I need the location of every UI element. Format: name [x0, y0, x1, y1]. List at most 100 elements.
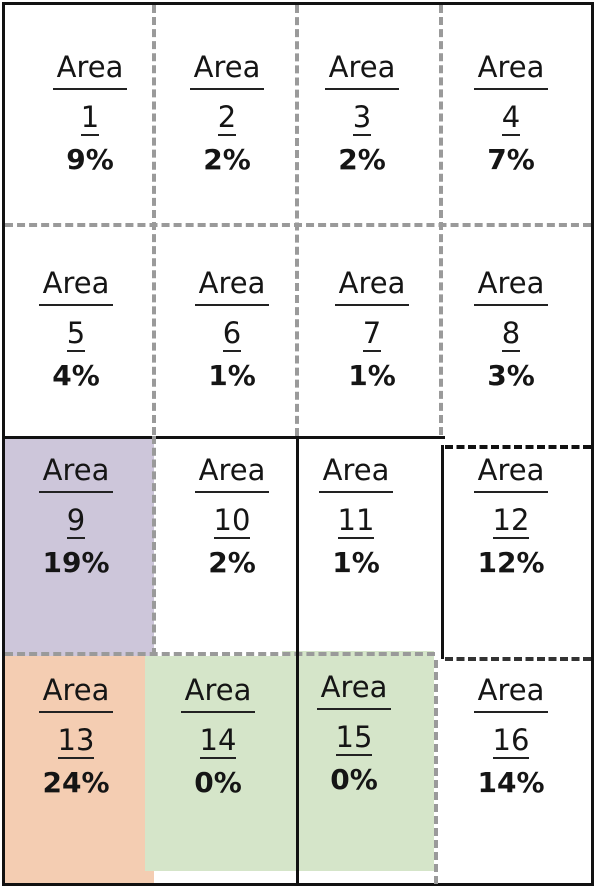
area-percent: 2% — [208, 546, 256, 579]
area-label: Area — [338, 266, 406, 300]
area-label: Area — [193, 50, 261, 84]
area-percent: 0% — [330, 763, 378, 796]
label-underline — [39, 304, 113, 306]
divider-col-1 — [152, 5, 156, 435]
label-underline — [474, 88, 548, 90]
area-percent: 12% — [477, 546, 545, 579]
label-underline — [319, 491, 393, 493]
label-underline — [474, 711, 548, 713]
area-number: 3 — [352, 100, 372, 136]
outer-border-left — [2, 2, 5, 886]
area-13-highlight — [4, 656, 154, 885]
area-percent: 9% — [66, 143, 114, 176]
divider-col-2 — [295, 5, 299, 436]
area-number: 7 — [362, 316, 382, 352]
area-percent: 7% — [487, 143, 535, 176]
area-number: 4 — [501, 100, 521, 136]
area-number: 5 — [66, 316, 86, 352]
area-percent: 1% — [208, 359, 256, 392]
area-number: 1 — [80, 100, 100, 136]
divider-col-3-bottom — [434, 660, 438, 884]
area-percent: 3% — [487, 359, 535, 392]
outer-border-bottom — [2, 883, 594, 886]
area-percent: 0% — [194, 766, 242, 799]
area-cell-10: Area 10 2% — [172, 455, 292, 579]
area-percent: 2% — [203, 143, 251, 176]
divider-row-2-right — [445, 445, 591, 449]
area-percent: 1% — [348, 359, 396, 392]
area-percent: 2% — [338, 143, 386, 176]
label-underline — [195, 304, 269, 306]
area-cell-4: Area 4 7% — [451, 52, 571, 176]
area-percent: 14% — [477, 766, 545, 799]
area-number: 12 — [492, 503, 530, 539]
area-label: Area — [477, 453, 545, 487]
area-percent: 24% — [42, 766, 110, 799]
outer-border-top — [2, 2, 594, 5]
area-label: Area — [42, 266, 110, 300]
area-label: Area — [477, 50, 545, 84]
area-percent: 19% — [42, 546, 110, 579]
divider-row-3-right — [445, 657, 591, 661]
area-number: 2 — [217, 100, 237, 136]
area-number: 13 — [57, 723, 95, 759]
label-underline — [325, 88, 399, 90]
area-label: Area — [320, 670, 388, 704]
area-label: Area — [322, 453, 390, 487]
area-cell-2: Area 2 2% — [167, 52, 287, 176]
label-underline — [474, 491, 548, 493]
area-cell-8: Area 8 3% — [451, 268, 571, 392]
label-underline — [335, 304, 409, 306]
label-underline — [53, 88, 127, 90]
divider-col-1-lower — [152, 436, 156, 656]
area-number: 15 — [335, 720, 373, 756]
area-cell-13: Area 13 24% — [16, 675, 136, 799]
area-label: Area — [42, 453, 110, 487]
area-cell-1: Area 1 9% — [30, 52, 150, 176]
area-label: Area — [198, 266, 266, 300]
area-cell-16: Area 16 14% — [451, 675, 571, 799]
area-cell-12: Area 12 12% — [451, 455, 571, 579]
area-cell-3: Area 3 2% — [302, 52, 422, 176]
area-cell-5: Area 5 4% — [16, 268, 136, 392]
area-number: 6 — [222, 316, 242, 352]
area-percent: 4% — [52, 359, 100, 392]
area-cell-7: Area 7 1% — [312, 268, 432, 392]
area-number: 8 — [501, 316, 521, 352]
label-underline — [39, 711, 113, 713]
outer-border-right — [591, 2, 594, 886]
area-label: Area — [198, 453, 266, 487]
divider-row-2 — [5, 436, 445, 439]
label-underline — [39, 491, 113, 493]
area-label: Area — [477, 266, 545, 300]
area-label: Area — [42, 673, 110, 707]
area-cell-14: Area 14 0% — [158, 675, 278, 799]
area-cell-15: Area 15 0% — [294, 672, 414, 796]
area-number: 14 — [199, 723, 237, 759]
area-percent: 1% — [332, 546, 380, 579]
area-label: Area — [56, 50, 124, 84]
area-number: 11 — [337, 503, 375, 539]
area-cell-11: Area 11 1% — [296, 455, 416, 579]
area-15-highlight — [282, 651, 434, 871]
area-label: Area — [477, 673, 545, 707]
divider-col-3 — [439, 5, 443, 435]
divider-row-3 — [5, 652, 435, 656]
area-label: Area — [328, 50, 396, 84]
area-14-highlight — [145, 656, 300, 871]
label-underline — [190, 88, 264, 90]
area-number: 16 — [492, 723, 530, 759]
area-number: 9 — [66, 503, 86, 539]
area-cell-6: Area 6 1% — [172, 268, 292, 392]
area-9-highlight — [4, 436, 154, 656]
area-cell-9: Area 9 19% — [16, 455, 136, 579]
area-label: Area — [184, 673, 252, 707]
label-underline — [474, 304, 548, 306]
area-number: 10 — [213, 503, 251, 539]
label-underline — [181, 711, 255, 713]
divider-col-2-lower — [296, 436, 299, 884]
label-underline — [195, 491, 269, 493]
label-underline — [317, 708, 391, 710]
divider-col-3-lower — [441, 445, 444, 659]
